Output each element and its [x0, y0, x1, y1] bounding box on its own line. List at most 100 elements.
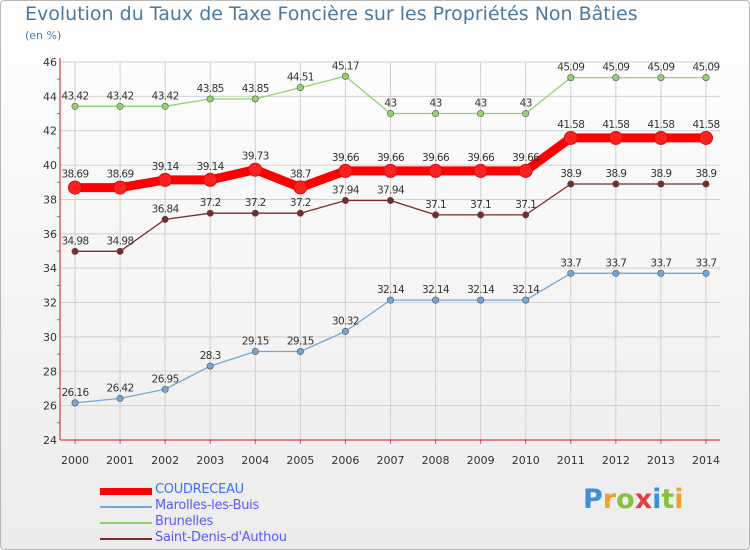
data-label: 38.9 — [605, 168, 626, 180]
data-point — [657, 269, 665, 277]
data-label: 32.14 — [512, 284, 540, 296]
data-label: 37.1 — [425, 199, 446, 211]
grid-layer — [60, 61, 720, 441]
data-point — [522, 110, 530, 118]
y-tick-label: 36 — [43, 228, 57, 241]
legend-label: Marolles-les-Buis — [155, 498, 259, 513]
data-label: 41.58 — [647, 119, 674, 131]
data-point — [567, 269, 575, 277]
data-label: 29.15 — [242, 336, 269, 348]
data-label: 33.7 — [605, 257, 626, 269]
data-label: 38.69 — [61, 169, 88, 181]
data-point — [428, 163, 443, 178]
data-point — [158, 172, 173, 187]
data-point — [386, 110, 394, 118]
data-label: 32.14 — [377, 284, 405, 296]
data-label: 44.51 — [287, 72, 314, 84]
label-layer: 26.16 26.42 26.95 28.3 29.15 29.15 30.32 32.14 3… — [61, 60, 720, 399]
data-label: 38.69 — [107, 169, 134, 181]
data-label: 43.85 — [242, 83, 269, 95]
data-label: 38.7 — [290, 168, 311, 180]
y-tick-label: 32 — [43, 297, 57, 310]
data-point — [68, 180, 82, 195]
data-label: 41.58 — [557, 119, 584, 131]
data-point — [161, 102, 169, 110]
data-label: 38.9 — [560, 168, 581, 180]
data-point — [296, 348, 304, 356]
data-point — [477, 110, 485, 118]
x-tick-label: 2000 — [61, 454, 89, 467]
y-tick-label: 34 — [43, 262, 57, 275]
data-label: 39.66 — [467, 152, 495, 164]
data-point — [71, 399, 79, 407]
y-tick-label: 46 — [43, 56, 57, 69]
logo-letter: r — [602, 484, 617, 515]
data-point — [161, 215, 169, 223]
legend-swatch — [100, 506, 152, 508]
legend-label: COUDRECEAU — [155, 482, 244, 497]
data-label: 37.1 — [470, 199, 491, 211]
data-point — [612, 74, 620, 82]
y-tick-label: 30 — [43, 331, 57, 344]
data-label: 38.9 — [650, 168, 671, 180]
data-point — [296, 84, 304, 92]
data-label: 37.94 — [377, 184, 405, 196]
data-point — [608, 130, 623, 145]
data-point — [248, 162, 263, 177]
data-label: 43.42 — [107, 90, 134, 102]
data-point — [293, 180, 308, 195]
x-tick-label: 2010 — [512, 454, 540, 467]
data-label: 45.09 — [692, 62, 719, 74]
data-label: 37.2 — [245, 197, 266, 209]
data-point — [251, 209, 259, 217]
data-point — [473, 163, 488, 178]
legend-swatch — [100, 538, 152, 540]
data-point — [116, 247, 124, 255]
data-point — [206, 95, 214, 103]
x-tick-label: 2009 — [467, 454, 495, 467]
data-point — [699, 130, 713, 145]
x-tick-label: 2006 — [331, 454, 359, 467]
legend-label: Saint-Denis-d'Authou — [155, 530, 287, 545]
data-label: 37.2 — [200, 197, 221, 209]
data-label: 26.16 — [61, 387, 89, 399]
logo-letter: x — [634, 484, 653, 515]
y-tick-label: 42 — [43, 125, 57, 138]
data-point — [386, 196, 394, 204]
data-label: 32.14 — [422, 284, 450, 296]
data-point — [653, 130, 668, 145]
data-label: 43 — [475, 98, 487, 110]
data-point — [612, 180, 620, 188]
data-point — [612, 269, 620, 277]
data-label: 37.1 — [515, 199, 536, 211]
data-point — [432, 211, 440, 219]
data-point — [206, 209, 214, 217]
data-point — [702, 74, 710, 82]
data-label: 39.66 — [422, 152, 450, 164]
data-point — [251, 95, 259, 103]
data-point — [657, 180, 665, 188]
legend-swatch — [100, 487, 152, 495]
data-point — [113, 180, 128, 195]
x-tick-label: 2011 — [557, 454, 585, 467]
chart-title: Evolution du Taux de Taxe Foncière sur l… — [25, 3, 638, 25]
data-point — [341, 327, 349, 335]
data-label: 33.7 — [650, 257, 671, 269]
data-point — [71, 247, 79, 255]
y-tick-label: 28 — [43, 365, 57, 378]
data-label: 29.15 — [287, 336, 314, 348]
data-label: 45.09 — [602, 62, 629, 74]
data-point — [477, 211, 485, 219]
data-label: 43.42 — [152, 90, 179, 102]
x-tick-label: 2012 — [602, 454, 630, 467]
data-label: 43 — [384, 98, 396, 110]
series-layer — [68, 72, 713, 407]
data-label: 32.14 — [467, 284, 495, 296]
data-point — [563, 130, 578, 145]
x-tick-label: 2004 — [241, 454, 269, 467]
data-point — [251, 348, 259, 356]
data-label: 28.3 — [200, 350, 221, 362]
data-point — [477, 296, 485, 304]
data-label: 39.14 — [152, 161, 180, 173]
data-label: 43.42 — [61, 90, 88, 102]
